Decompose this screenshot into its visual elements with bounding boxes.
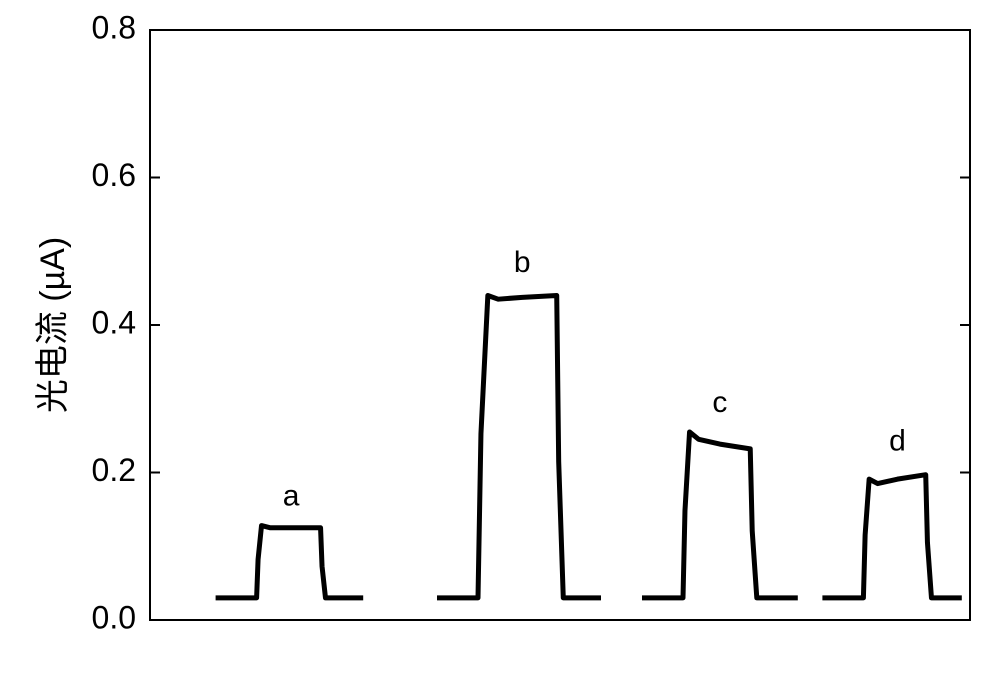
y-tick-label: 0.8 [92,9,136,45]
chart-container: 0.0 0.2 0.4 0.6 0.8 光电流 (µA) a b c d [0,0,1000,675]
y-tick-label: 0.2 [92,452,136,488]
y-tick-label: 0.4 [92,304,136,340]
chart-svg: 0.0 0.2 0.4 0.6 0.8 光电流 (µA) a b c d [0,0,1000,675]
pulse-label-b: b [514,246,531,279]
pulse-c [642,432,798,598]
y-tick-label: 0.0 [92,599,136,635]
y-axis-label: 光电流 (µA) [34,237,72,413]
pulse-d [822,475,961,598]
pulse-a [216,526,364,598]
pulse-label-d: d [889,424,906,457]
y-tick-label: 0.6 [92,157,136,193]
pulse-label-c: c [712,386,727,419]
pulse-label-a: a [283,480,300,513]
pulse-b [437,296,601,598]
